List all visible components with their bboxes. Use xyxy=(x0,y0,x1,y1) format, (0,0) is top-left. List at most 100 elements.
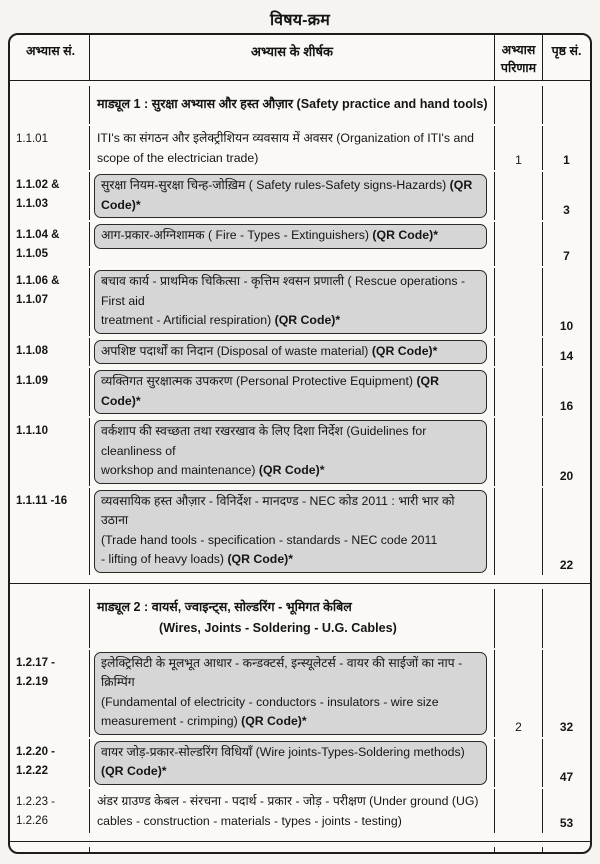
module-title-cell: माड्यूल 2 : वायर्स, ज्वाइन्ट्स, सोल्डरिं… xyxy=(90,588,495,648)
qr-code-box: व्यवसायिक हस्त औज़ार - विनिर्देश - मानदण… xyxy=(94,489,487,573)
module-title-cell: माड्यूल 1 : सुरक्षा अभ्यास और हस्त औज़ार… xyxy=(90,86,495,124)
exercise-title-cell: व्यक्तिगत सुरक्षात्मक उपकरण (Personal Pr… xyxy=(90,368,495,416)
exercise-title-cell: अंडर ग्राउण्ड केबल - संरचना - पदार्थ - प… xyxy=(90,788,495,833)
exercise-no-cell xyxy=(10,86,90,124)
exercise-title-cell: बचाव कार्य - प्राथमिक चिकित्सा - कृत्तिम… xyxy=(90,268,495,336)
exercise-no: 1.1.02 & 1.1.03 xyxy=(16,179,60,210)
exercise-title: अंडर ग्राउण्ड केबल - संरचना - पदार्थ - प… xyxy=(93,790,491,832)
table-row: 1.1.01 ITI's का संगठन और इलेक्ट्रीशियन व्… xyxy=(10,126,590,170)
page-no-cell: 53 xyxy=(543,789,590,833)
page-no-value: 22 xyxy=(559,557,574,572)
exercise-no: 1.1.11 -16 xyxy=(16,494,68,507)
page-no-value: 7 xyxy=(563,249,570,263)
outcome-value: 1 xyxy=(515,153,522,167)
exercise-title: ITI's का संगठन और इलेक्ट्रीशियन व्यवसाय … xyxy=(93,127,491,169)
exercise-title-cell: ITI's का संगठन और इलेक्ट्रीशियन व्यवसाय … xyxy=(90,126,495,170)
page-no-cell: 7 xyxy=(543,222,590,266)
qr-code-label: (QR Code)* xyxy=(227,552,294,566)
outcome-cell xyxy=(495,788,543,833)
exercise-title-line: - lifting of heavy loads) (QR Code)* xyxy=(101,552,294,566)
qr-code-box: सुरक्षा नियम-सुरक्षा चिन्ह-जोख़िम ( Safe… xyxy=(94,174,487,218)
exercise-title-cell: सुरक्षा नियम-सुरक्षा चिन्ह-जोख़िम ( Safe… xyxy=(90,172,495,220)
page-no-cell: 14 xyxy=(543,338,590,367)
exercise-no: 1.2.23 - 1.2.26 xyxy=(16,795,55,827)
qr-code-label: (QR Code)* xyxy=(371,343,438,358)
exercise-title-line: scope of the electrician trade) xyxy=(97,151,259,165)
qr-code-label: (QR Code)* xyxy=(274,313,341,327)
exercise-title-line: measurement - crimping) (QR Code)* xyxy=(101,714,307,728)
exercise-title-line: अपशिष्ट पदार्थों का निदान (Disposal of w… xyxy=(101,343,438,358)
page-no-value: 3 xyxy=(563,203,570,217)
page-no-cell: 22 xyxy=(543,488,590,575)
exercise-title-line: आग-प्रकार-अग्निशामक ( Fire - Types - Ext… xyxy=(101,228,439,242)
exercise-no-cell: 1.1.04 & 1.1.05 xyxy=(10,222,90,266)
exercise-no-cell xyxy=(10,588,90,648)
exercise-no: 1.1.06 & 1.1.07 xyxy=(16,275,60,306)
module-section-1: माड्यूल 1 : सुरक्षा अभ्यास और हस्त औज़ार… xyxy=(10,81,590,584)
qr-code-label: (QR Code)* xyxy=(101,374,439,408)
module-title-cell: माड्यूल 3: मूलभूत इलेक्ट्रिकल अभ्यास (Ba… xyxy=(90,846,495,853)
exercise-no: 1.1.01 xyxy=(16,133,48,145)
exercise-title-line: व्यवसायिक हस्त औज़ार - विनिर्देश - मानदण… xyxy=(101,493,455,528)
qr-code-label: (QR Code)* xyxy=(101,764,167,778)
module-header-row: माड्यूल 1 : सुरक्षा अभ्यास और हस्त औज़ार… xyxy=(10,86,590,124)
exercise-title-line: अंडर ग्राउण्ड केबल - संरचना - पदार्थ - प… xyxy=(97,793,479,808)
qr-code-box: वायर जोड़-प्रकार-सोल्डरिंग विधियाँ (Wire… xyxy=(94,740,487,785)
page-title: विषय-क्रम xyxy=(270,12,330,29)
qr-code-box: वर्कशाप की स्वच्छता तथा रखरखाव के लिए दि… xyxy=(94,420,487,484)
exercise-title-cell: वायर जोड़-प्रकार-सोल्डरिंग विधियाँ (Wire… xyxy=(90,738,495,787)
exercise-no-cell: 1.2.23 - 1.2.26 xyxy=(10,788,90,833)
module-section-3: माड्यूल 3: मूलभूत इलेक्ट्रिकल अभ्यास (Ba… xyxy=(10,842,590,853)
page-no-value: 10 xyxy=(559,318,574,333)
page-no-cell xyxy=(543,86,590,124)
exercise-no-cell: 1.2.17 - 1.2.19 xyxy=(10,649,90,737)
exercise-title-line: (Trade hand tools - specification - stan… xyxy=(101,532,438,547)
header-exercise-title: अभ्यास के शीर्षक xyxy=(90,35,495,80)
exercise-no-cell xyxy=(10,846,90,852)
exercise-title-line: सुरक्षा नियम-सुरक्षा चिन्ह-जोख़िम ( Safe… xyxy=(101,178,473,212)
table-row: 1.1.02 & 1.1.03 सुरक्षा नियम-सुरक्षा चिन्… xyxy=(10,172,590,220)
exercise-title-line: बचाव कार्य - प्राथमिक चिकित्सा - कृत्तिम… xyxy=(101,274,466,308)
qr-code-label: (QR Code)* xyxy=(372,228,439,242)
exercise-no-cell: 1.1.06 & 1.1.07 xyxy=(10,268,90,336)
exercise-title-line: इलेक्ट्रिसिटी के मूलभूत आधार - कन्डक्टर्… xyxy=(101,655,463,690)
module-title-line: माड्यूल 2 : वायर्स, ज्वाइन्ट्स, सोल्डरिं… xyxy=(97,599,352,614)
table-row: 1.2.17 - 1.2.19 इलेक्ट्रिसिटी के मूलभूत आ… xyxy=(10,649,590,737)
exercise-no: 1.1.08 xyxy=(16,344,48,357)
exercise-title-line: workshop and maintenance) (QR Code)* xyxy=(101,463,325,477)
outcome-cell xyxy=(495,418,543,486)
qr-code-box: आग-प्रकार-अग्निशामक ( Fire - Types - Ext… xyxy=(94,224,487,249)
table-header-row: अभ्यास सं. अभ्यास के शीर्षक अभ्यास परिणा… xyxy=(10,35,590,81)
table-row: 1.2.20 - 1.2.22 वायर जोड़-प्रकार-सोल्डरिं… xyxy=(10,738,590,787)
table-row: 1.1.11 -16 व्यवसायिक हस्त औज़ार - विनिर्द… xyxy=(10,487,590,575)
toc-table: अभ्यास सं. अभ्यास के शीर्षक अभ्यास परिणा… xyxy=(8,33,592,854)
exercise-no: 1.2.20 - 1.2.22 xyxy=(16,745,55,777)
module-title-line: माड्यूल 1 : सुरक्षा अभ्यास और हस्त औज़ार… xyxy=(97,97,488,111)
module-title: माड्यूल 3: मूलभूत इलेक्ट्रिकल अभ्यास (Ba… xyxy=(93,848,491,853)
exercise-no: 1.2.17 - 1.2.19 xyxy=(16,656,55,688)
outcome-cell xyxy=(495,86,543,124)
outcome-cell xyxy=(495,368,543,416)
header-outcome-line2: परिणाम xyxy=(500,60,537,75)
header-exercise-no: अभ्यास सं. xyxy=(10,35,90,80)
exercise-title-line: वायर जोड़-प्रकार-सोल्डरिंग विधियाँ (Wire… xyxy=(101,744,465,779)
page-no-cell: 16 xyxy=(543,368,590,416)
table-row: 1.2.23 - 1.2.26 अंडर ग्राउण्ड केबल - संरच… xyxy=(10,788,590,833)
exercise-no-cell: 1.1.02 & 1.1.03 xyxy=(10,172,90,220)
page-no-cell: 32 xyxy=(543,650,590,737)
exercise-title-line: व्यक्तिगत सुरक्षात्मक उपकरण (Personal Pr… xyxy=(101,374,439,408)
exercise-no: 1.1.09 xyxy=(16,375,48,387)
outcome-value: 2 xyxy=(515,719,522,734)
exercise-title-cell: व्यवसायिक हस्त औज़ार - विनिर्देश - मानदण… xyxy=(90,487,495,575)
outcome-cell xyxy=(495,337,543,366)
exercise-no-cell: 1.1.10 xyxy=(10,418,90,486)
exercise-title-line: cables - construction - materials - type… xyxy=(97,813,402,828)
table-row: 1.1.06 & 1.1.07 बचाव कार्य - प्राथमिक चिक… xyxy=(10,268,590,336)
qr-code-box: बचाव कार्य - प्राथमिक चिकित्सा - कृत्तिम… xyxy=(94,270,487,334)
page-no-cell: 10 xyxy=(543,268,590,336)
page-no-cell: 1 xyxy=(543,126,590,170)
module-title-line: (Wires, Joints - Soldering - U.G. Cables… xyxy=(159,620,397,635)
outcome-cell xyxy=(495,222,543,266)
module-title: माड्यूल 1 : सुरक्षा अभ्यास और हस्त औज़ार… xyxy=(93,87,491,123)
qr-code-box: अपशिष्ट पदार्थों का निदान (Disposal of w… xyxy=(94,339,487,364)
